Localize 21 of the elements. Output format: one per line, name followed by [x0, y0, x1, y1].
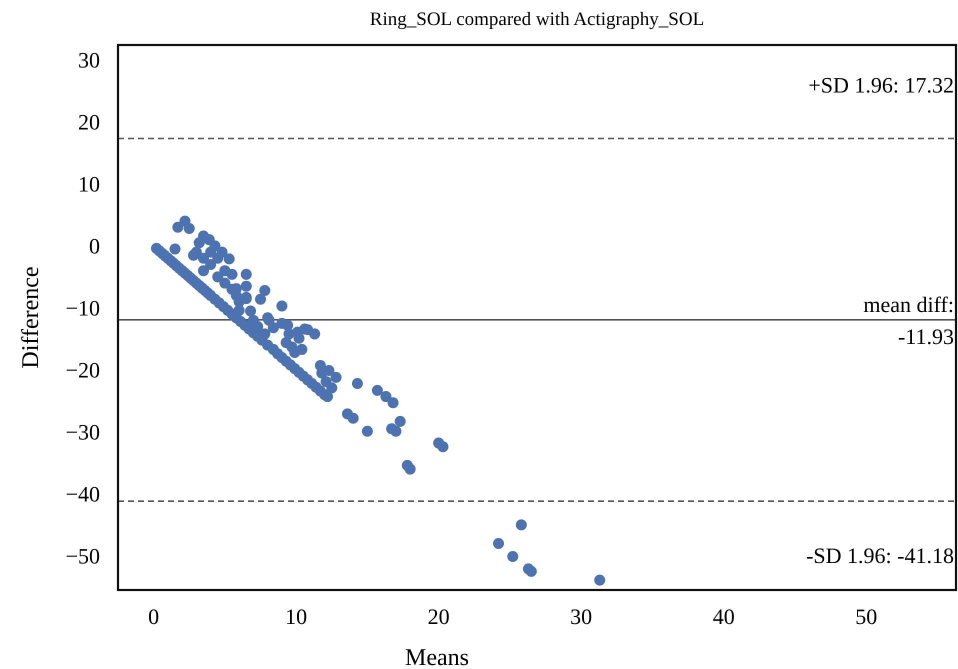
y-tick-label: 10 — [78, 172, 100, 197]
x-tick-label: 20 — [428, 604, 450, 629]
y-tick-label: −20 — [66, 358, 100, 383]
x-tick-label: 10 — [285, 604, 308, 629]
y-axis-title: Difference — [18, 266, 44, 369]
x-axis-title: Means — [405, 645, 469, 669]
x-tick-label: 30 — [570, 604, 592, 629]
x-tick-label: 0 — [148, 604, 160, 629]
ref-line-label: mean diff: -11.93 — [863, 292, 954, 349]
y-tick-label: 0 — [89, 234, 100, 259]
ref-line-label: -SD 1.96: -41.18 — [806, 543, 954, 568]
y-tick-label: 30 — [78, 48, 100, 73]
y-tick-label: −30 — [66, 420, 100, 445]
y-tick-label: −50 — [66, 544, 100, 569]
x-tick-label: 40 — [712, 604, 735, 629]
ref-line-label: +SD 1.96: 17.32 — [808, 72, 954, 98]
x-tick-label: 50 — [855, 604, 878, 629]
y-tick-label: −10 — [66, 296, 100, 321]
y-tick-label: 20 — [78, 110, 100, 135]
chart-title: Ring_SOL compared with Actigraphy_SOL — [370, 9, 704, 30]
y-tick-label: −40 — [66, 482, 100, 507]
